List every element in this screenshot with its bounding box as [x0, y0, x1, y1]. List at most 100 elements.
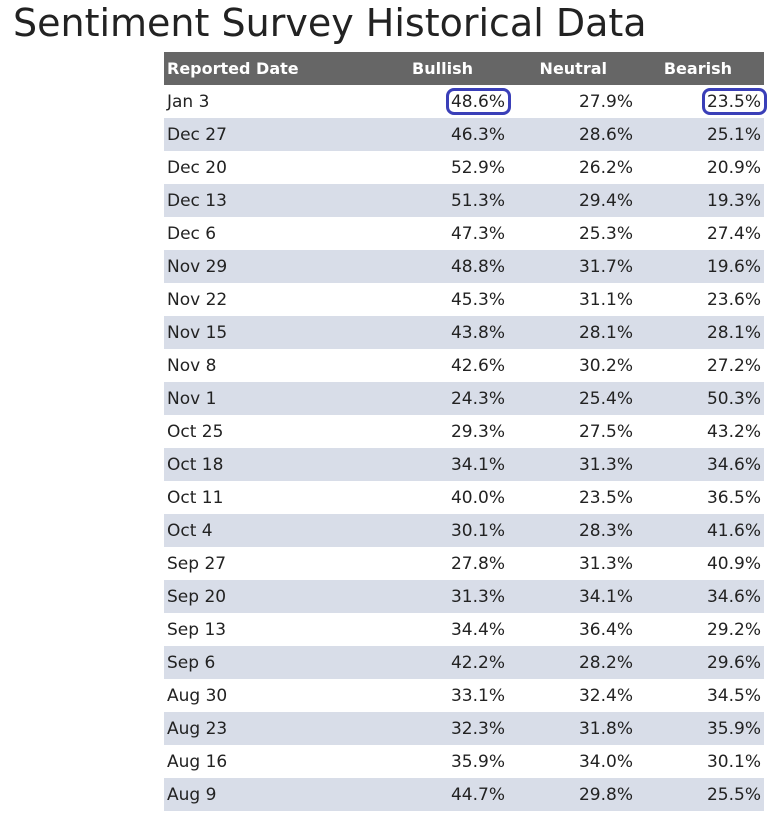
cell-neutral-value: 31.3%	[578, 454, 633, 475]
cell-bullish-value: 34.4%	[450, 619, 505, 640]
cell-bullish-value: 43.8%	[450, 322, 505, 343]
cell-reported-date: Aug 23	[164, 712, 369, 745]
cell-bullish: 24.3%	[369, 382, 509, 415]
cell-reported-date-value: Aug 16	[167, 751, 228, 772]
cell-bearish: 25.1%	[637, 118, 764, 151]
cell-bullish-value: 31.3%	[450, 586, 505, 607]
cell-bullish: 35.9%	[369, 745, 509, 778]
cell-bearish-value: 29.2%	[706, 619, 761, 640]
cell-bullish-value: 46.3%	[450, 124, 505, 145]
table-row: Aug 16 35.9% 34.0% 30.1%	[164, 745, 764, 778]
cell-bearish-value: 19.3%	[706, 190, 761, 211]
cell-neutral-value: 26.2%	[578, 157, 633, 178]
cell-bearish-value: 25.1%	[706, 124, 761, 145]
table-row: Dec 6 47.3% 25.3% 27.4%	[164, 217, 764, 250]
cell-reported-date: Nov 1	[164, 382, 369, 415]
cell-bullish: 27.8%	[369, 547, 509, 580]
cell-neutral-value: 27.9%	[578, 91, 633, 112]
cell-bullish-value: 30.1%	[450, 520, 505, 541]
cell-reported-date-value: Aug 9	[167, 784, 217, 805]
cell-bearish: 28.1%	[637, 316, 764, 349]
cell-reported-date-value: Oct 4	[167, 520, 213, 541]
cell-bearish: 50.3%	[637, 382, 764, 415]
cell-bearish: 34.6%	[637, 448, 764, 481]
cell-bullish: 30.1%	[369, 514, 509, 547]
cell-bearish-value: 30.1%	[706, 751, 761, 772]
cell-reported-date-value: Sep 20	[167, 586, 227, 607]
cell-bullish: 52.9%	[369, 151, 509, 184]
cell-bullish-value: 24.3%	[450, 388, 505, 409]
cell-neutral: 31.7%	[509, 250, 637, 283]
cell-bearish: 41.6%	[637, 514, 764, 547]
cell-neutral-value: 31.3%	[578, 553, 633, 574]
cell-reported-date: Dec 27	[164, 118, 369, 151]
cell-bullish-value: 47.3%	[450, 223, 505, 244]
cell-bearish-value: 19.6%	[706, 256, 761, 277]
cell-bullish: 34.4%	[369, 613, 509, 646]
cell-neutral-value: 36.4%	[578, 619, 633, 640]
cell-bullish-value: 32.3%	[450, 718, 505, 739]
cell-neutral-value: 25.4%	[578, 388, 633, 409]
cell-reported-date: Dec 20	[164, 151, 369, 184]
cell-bullish-value: 33.1%	[450, 685, 505, 706]
cell-bearish: 19.3%	[637, 184, 764, 217]
cell-neutral: 28.6%	[509, 118, 637, 151]
cell-bearish: 20.9%	[637, 151, 764, 184]
table-row: Dec 20 52.9% 26.2% 20.9%	[164, 151, 764, 184]
cell-bearish-value: 41.6%	[706, 520, 761, 541]
cell-reported-date-value: Dec 20	[167, 157, 227, 178]
cell-reported-date-value: Sep 13	[167, 619, 227, 640]
cell-bearish-value: 40.9%	[706, 553, 761, 574]
cell-reported-date-value: Nov 8	[167, 355, 217, 376]
cell-neutral: 29.4%	[509, 184, 637, 217]
cell-reported-date: Jan 3	[164, 85, 369, 118]
cell-bullish: 47.3%	[369, 217, 509, 250]
cell-bullish: 44.7%	[369, 778, 509, 811]
cell-reported-date: Aug 9	[164, 778, 369, 811]
cell-neutral-value: 31.7%	[578, 256, 633, 277]
column-header-bearish[interactable]: Bearish	[663, 59, 732, 78]
column-header-bullish[interactable]: Bullish	[412, 59, 473, 78]
cell-neutral: 34.0%	[509, 745, 637, 778]
cell-reported-date: Oct 11	[164, 481, 369, 514]
table-row: Aug 23 32.3% 31.8% 35.9%	[164, 712, 764, 745]
cell-reported-date-value: Oct 11	[167, 487, 224, 508]
cell-reported-date-value: Aug 23	[167, 718, 228, 739]
cell-neutral-value: 31.1%	[578, 289, 633, 310]
cell-bullish: 43.8%	[369, 316, 509, 349]
table-row: Nov 15 43.8% 28.1% 28.1%	[164, 316, 764, 349]
column-header-reported-date[interactable]: Reported Date	[167, 59, 299, 78]
cell-bearish: 25.5%	[637, 778, 764, 811]
table-row: Oct 11 40.0% 23.5% 36.5%	[164, 481, 764, 514]
cell-bullish: 48.8%	[369, 250, 509, 283]
cell-bullish: 42.6%	[369, 349, 509, 382]
cell-reported-date-value: Dec 6	[167, 223, 217, 244]
cell-reported-date: Nov 29	[164, 250, 369, 283]
cell-neutral-value: 34.1%	[578, 586, 633, 607]
cell-neutral: 25.4%	[509, 382, 637, 415]
table-body: Jan 3 48.6% 27.9% 23.5% Dec 27 46.3% 28.6% 25.1…	[164, 85, 768, 811]
cell-bearish-value: 27.2%	[706, 355, 761, 376]
cell-neutral: 31.8%	[509, 712, 637, 745]
cell-neutral-value: 32.4%	[578, 685, 633, 706]
cell-reported-date-value: Sep 6	[167, 652, 216, 673]
cell-bearish-value: 34.6%	[706, 586, 761, 607]
cell-bearish-value: 43.2%	[706, 421, 761, 442]
cell-neutral-value: 29.4%	[578, 190, 633, 211]
cell-bearish-value: 20.9%	[706, 157, 761, 178]
circled-value-bullish: 48.6%	[445, 87, 512, 115]
cell-reported-date-value: Nov 29	[167, 256, 228, 277]
table-row: Aug 9 44.7% 29.8% 25.5%	[164, 778, 764, 811]
column-header-neutral[interactable]: Neutral	[539, 59, 607, 78]
cell-reported-date-value: Oct 18	[167, 454, 224, 475]
cell-neutral: 31.1%	[509, 283, 637, 316]
cell-bullish-value: 48.8%	[450, 256, 505, 277]
cell-bearish-value: 34.5%	[706, 685, 761, 706]
cell-bullish: 29.3%	[369, 415, 509, 448]
cell-bearish-value: 23.6%	[706, 289, 761, 310]
cell-neutral: 31.3%	[509, 448, 637, 481]
table-row: Aug 30 33.1% 32.4% 34.5%	[164, 679, 764, 712]
table-row: Nov 8 42.6% 30.2% 27.2%	[164, 349, 764, 382]
cell-bearish-value: 50.3%	[706, 388, 761, 409]
cell-neutral-value: 28.1%	[578, 322, 633, 343]
